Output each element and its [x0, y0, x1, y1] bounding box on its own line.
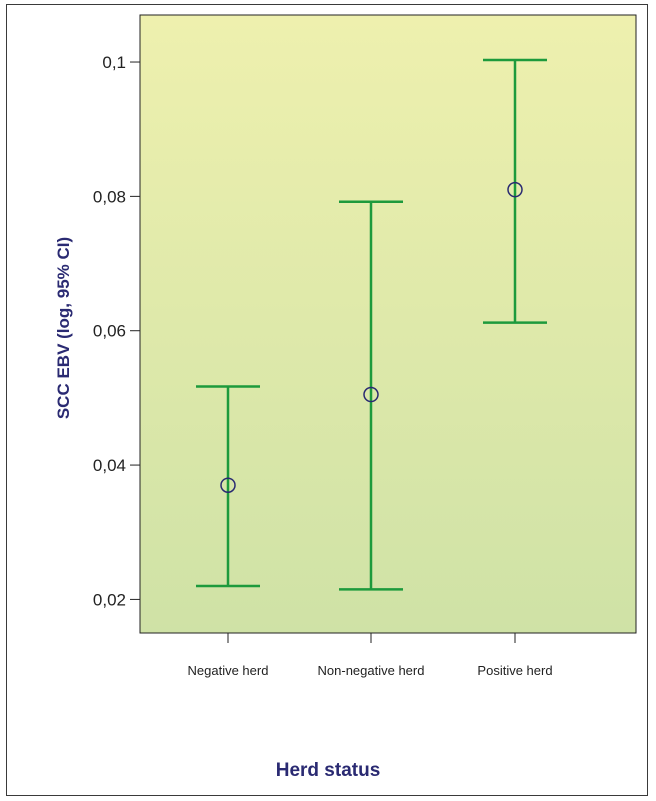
- mean-marker: [507, 181, 523, 198]
- y-tick-label: 0,02: [93, 590, 126, 609]
- y-axis: 0,02 0,04 0,06 0,08 0,1: [93, 53, 140, 609]
- x-tick-label: Non-negative herd: [318, 663, 425, 678]
- mean-marker: [363, 386, 379, 403]
- x-tick-label: Negative herd: [188, 663, 269, 678]
- y-axis-label: SCC EBV (log, 95% CI): [54, 237, 73, 419]
- error-bars: [196, 58, 547, 591]
- y-tick-label: 0,06: [93, 322, 126, 341]
- x-axis: Negative herd Non-negative herd Positive h…: [188, 633, 553, 678]
- plot-area: [139, 14, 637, 634]
- y-tick-label: 0,04: [93, 456, 126, 475]
- x-axis-label: Herd status: [276, 760, 381, 781]
- mean-marker: [220, 477, 236, 493]
- y-tick-label: 0,1: [102, 53, 126, 72]
- x-tick-label: Positive herd: [477, 663, 552, 678]
- y-tick-label: 0,08: [93, 187, 126, 206]
